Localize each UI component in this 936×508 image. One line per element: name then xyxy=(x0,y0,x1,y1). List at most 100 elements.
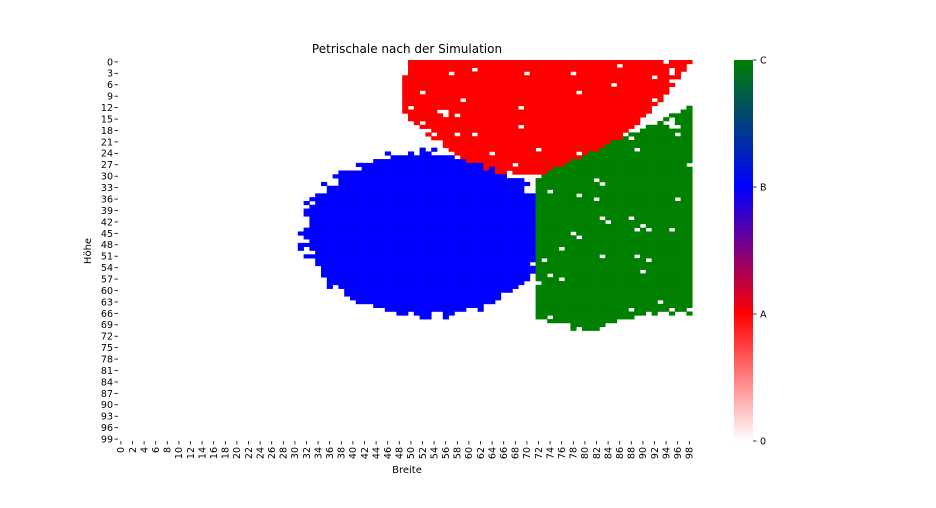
heatmap-cell xyxy=(500,105,507,110)
heatmap-cell xyxy=(506,101,513,107)
heatmap-cell xyxy=(512,284,519,289)
heatmap-cell xyxy=(541,105,548,110)
heatmap-cell xyxy=(437,120,444,126)
heatmap-cell xyxy=(466,105,473,110)
heatmap-cell xyxy=(442,79,449,84)
heatmap-cell xyxy=(640,193,647,198)
heatmap-cell xyxy=(408,246,415,251)
heatmap-cell xyxy=(686,143,693,148)
heatmap-cell xyxy=(489,162,496,168)
heatmap-cell xyxy=(373,239,380,244)
heatmap-cell xyxy=(512,273,519,278)
heatmap-cell xyxy=(547,303,554,308)
heatmap-cell xyxy=(431,307,438,312)
heatmap-cell xyxy=(674,174,681,179)
heatmap-cell xyxy=(495,170,502,175)
heatmap-cell xyxy=(657,71,664,76)
heatmap-cell xyxy=(437,155,444,160)
heatmap-cell xyxy=(506,136,513,141)
heatmap-cell xyxy=(466,258,473,263)
heatmap-cell xyxy=(466,212,473,217)
heatmap-cell xyxy=(616,235,623,240)
heatmap-cell xyxy=(593,136,600,141)
heatmap-cell xyxy=(489,239,496,244)
heatmap-cell xyxy=(669,162,676,168)
heatmap-cell xyxy=(628,185,635,190)
heatmap-cell xyxy=(448,143,455,148)
heatmap-cell xyxy=(506,235,513,240)
heatmap-cell xyxy=(454,174,461,179)
heatmap-cell xyxy=(553,220,560,225)
heatmap-cell xyxy=(599,105,606,110)
heatmap-cell xyxy=(657,288,664,293)
heatmap-cell xyxy=(634,223,641,228)
heatmap-cell xyxy=(616,296,623,301)
heatmap-cell xyxy=(547,151,554,156)
heatmap-cell xyxy=(599,284,606,289)
heatmap-cell xyxy=(402,200,409,206)
heatmap-cell xyxy=(466,132,473,137)
heatmap-cell xyxy=(582,277,589,282)
heatmap-cell xyxy=(384,242,391,248)
heatmap-cell xyxy=(367,220,374,225)
heatmap-cell xyxy=(396,185,403,190)
heatmap-cell xyxy=(442,212,449,217)
heatmap-cell xyxy=(466,67,473,72)
heatmap-cell xyxy=(350,231,357,236)
heatmap-cell xyxy=(605,117,612,122)
heatmap-cell xyxy=(634,174,641,179)
heatmap-cell xyxy=(454,258,461,263)
heatmap-cell xyxy=(593,82,600,88)
heatmap-cell xyxy=(553,227,560,232)
heatmap-cell xyxy=(483,60,490,65)
y-tick-label: 78 xyxy=(101,354,113,365)
heatmap-cell xyxy=(593,326,600,331)
heatmap-cell xyxy=(466,79,473,84)
heatmap-cell xyxy=(628,197,635,202)
heatmap-cell xyxy=(686,197,693,202)
heatmap-cell xyxy=(396,250,403,255)
heatmap-cell xyxy=(442,242,449,248)
heatmap-cell xyxy=(645,288,652,293)
heatmap-cell xyxy=(367,273,374,278)
heatmap-cell xyxy=(645,246,652,251)
heatmap-cell xyxy=(413,307,420,312)
heatmap-cell xyxy=(506,189,513,194)
heatmap-cell xyxy=(663,170,670,175)
heatmap-cell xyxy=(605,63,612,68)
heatmap-cell xyxy=(419,242,426,248)
heatmap-cell xyxy=(408,94,415,99)
heatmap-cell xyxy=(640,273,647,278)
heatmap-cell xyxy=(634,143,641,148)
heatmap-cell xyxy=(558,143,565,148)
heatmap-cell xyxy=(576,79,583,84)
heatmap-cell xyxy=(593,120,600,126)
heatmap-cell xyxy=(622,166,629,171)
heatmap-cell xyxy=(460,242,467,248)
heatmap-cell xyxy=(686,303,693,308)
heatmap-cell xyxy=(344,269,351,274)
heatmap-cell xyxy=(553,258,560,263)
heatmap-cell xyxy=(466,231,473,236)
heatmap-cell xyxy=(431,197,438,202)
heatmap-cell xyxy=(326,231,333,236)
heatmap-cell xyxy=(379,216,386,221)
heatmap-cell xyxy=(477,273,484,278)
heatmap-cell xyxy=(529,216,536,221)
heatmap-cell xyxy=(500,143,507,148)
heatmap-cell xyxy=(663,162,670,168)
heatmap-cell xyxy=(361,273,368,278)
heatmap-cell xyxy=(657,246,664,251)
heatmap-cell xyxy=(535,300,542,305)
heatmap-cell xyxy=(390,307,397,312)
heatmap-cell xyxy=(605,300,612,305)
heatmap-cell xyxy=(413,231,420,236)
heatmap-cell xyxy=(674,166,681,171)
heatmap-cell xyxy=(454,265,461,270)
heatmap-cell xyxy=(587,223,594,228)
heatmap-cell xyxy=(384,181,391,187)
heatmap-cell xyxy=(599,250,606,255)
heatmap-cell xyxy=(576,178,583,183)
heatmap-cell xyxy=(489,300,496,305)
heatmap-cell xyxy=(535,311,542,316)
